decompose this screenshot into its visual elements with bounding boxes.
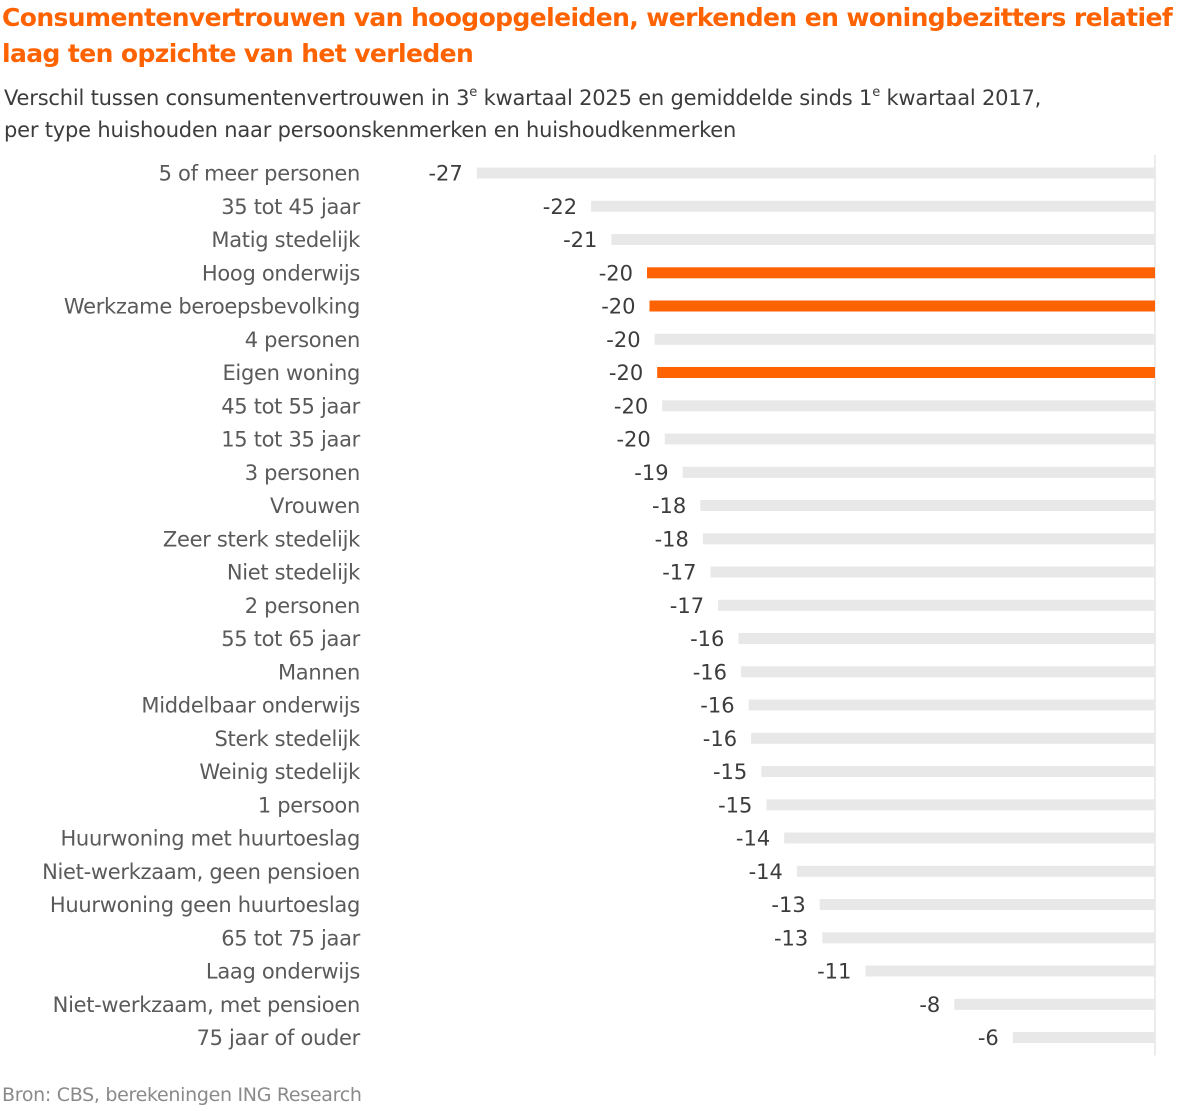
category-label-35-tot-45-jaar: 35 tot 45 jaar (221, 195, 360, 219)
bar-sterk-stedelijk (751, 732, 1155, 744)
category-label-eigen-woning: Eigen woning (222, 361, 360, 385)
bar-vrouwen (700, 500, 1155, 511)
source-note: Bron: CBS, berekeningen ING Research (2, 1084, 362, 1106)
value-label-15-tot-35-jaar: -20 (616, 428, 650, 452)
category-label-5-of-meer-personen: 5 of meer personen (159, 162, 360, 186)
value-label-1-persoon: -15 (718, 793, 752, 817)
category-label-55-tot-65-jaar: 55 tot 65 jaar (221, 627, 360, 651)
value-labels: -27-22-21-20-20-20-20-20-20-19-18-18-17-… (428, 162, 998, 1051)
value-label-niet-stedelijk: -17 (662, 561, 696, 585)
bar-45-tot-55-jaar (662, 400, 1155, 412)
bars-layer (476, 167, 1155, 1043)
bar-2-personen (718, 599, 1155, 611)
category-label-15-tot-35-jaar: 15 tot 35 jaar (221, 428, 360, 452)
subtitle-text-2: kwartaal 2025 en gemiddelde sinds 1 (477, 86, 873, 110)
bar-niet-stedelijk (710, 566, 1155, 578)
bar-55-tot-65-jaar (738, 633, 1155, 644)
bar-matig-stedelijk (611, 234, 1155, 245)
bar-5-of-meer-personen (476, 167, 1155, 179)
value-label-hoog-onderwijs: -20 (599, 261, 633, 285)
category-label-mannen: Mannen (278, 660, 360, 684)
bar-3-personen (682, 466, 1155, 478)
bar-huurwoning-met-huurtoeslag (784, 832, 1155, 844)
value-label-huurwoning-geen-huurtoeslag: -13 (771, 893, 805, 917)
category-label-1-persoon: 1 persoon (258, 793, 360, 817)
bar-weinig-stedelijk (761, 766, 1155, 777)
value-label-55-tot-65-jaar: -16 (690, 627, 724, 651)
value-label-sterk-stedelijk: -16 (703, 727, 737, 751)
bar-laag-onderwijs (865, 965, 1155, 977)
category-label-4-personen: 4 personen (245, 328, 360, 352)
category-label-huurwoning-geen-huurtoeslag: Huurwoning geen huurtoeslag (50, 893, 360, 917)
category-label-huurwoning-met-huurtoeslag: Huurwoning met huurtoeslag (60, 827, 360, 851)
value-label-middelbaar-onderwijs: -16 (700, 694, 734, 718)
bar-15-tot-35-jaar (664, 433, 1155, 445)
value-label-eigen-woning: -20 (609, 361, 643, 385)
bar-hoog-onderwijs (647, 267, 1155, 279)
bar-mannen (741, 666, 1155, 678)
category-label-niet-stedelijk: Niet stedelijk (227, 561, 361, 585)
bar-niet-werkzaam-met-pensioen (954, 998, 1155, 1010)
category-label-sterk-stedelijk: Sterk stedelijk (215, 727, 362, 751)
category-label-3-personen: 3 personen (245, 461, 360, 485)
category-label-niet-werkzaam-geen-pensioen: Niet-werkzaam, geen pensioen (42, 860, 360, 884)
category-label-65-tot-75-jaar: 65 tot 75 jaar (221, 926, 360, 950)
value-label-75-jaar-of-ouder: -6 (978, 1026, 999, 1050)
bar-middelbaar-onderwijs (748, 699, 1155, 711)
bar-1-persoon (766, 799, 1155, 811)
category-label-niet-werkzaam-met-pensioen: Niet-werkzaam, met pensioen (53, 993, 360, 1017)
category-label-laag-onderwijs: Laag onderwijs (206, 960, 360, 984)
bar-eigen-woning (657, 367, 1155, 378)
value-label-5-of-meer-personen: -27 (428, 162, 462, 186)
bar-huurwoning-geen-huurtoeslag (819, 899, 1155, 910)
value-label-vrouwen: -18 (652, 494, 686, 518)
subtitle-superscript-1: e (469, 85, 478, 100)
subtitle-text-3: kwartaal 2017, (880, 86, 1042, 110)
category-label-weinig-stedelijk: Weinig stedelijk (199, 760, 361, 784)
subtitle-line-2: per type huishouden naar persoonskenmerk… (4, 118, 737, 142)
bar-65-tot-75-jaar (822, 932, 1155, 944)
value-label-laag-onderwijs: -11 (817, 960, 851, 984)
value-label-35-tot-45-jaar: -22 (543, 195, 577, 219)
bar-zeer-sterk-stedelijk (702, 533, 1155, 545)
category-label-werkzame-beroepsbevolking: Werkzame beroepsbevolking (64, 295, 360, 319)
value-label-huurwoning-met-huurtoeslag: -14 (736, 827, 770, 851)
value-label-65-tot-75-jaar: -13 (774, 926, 808, 950)
bar-4-personen (654, 333, 1155, 345)
chart-subtitle: Verschil tussen consumentenvertrouwen in… (4, 82, 1194, 146)
chart-title: Consumentenvertrouwen van hoogopgeleiden… (2, 3, 1173, 68)
category-label-middelbaar-onderwijs: Middelbaar onderwijs (141, 694, 360, 718)
category-label-75-jaar-of-ouder: 75 jaar of ouder (197, 1026, 361, 1050)
value-label-mannen: -16 (693, 660, 727, 684)
category-label-hoog-onderwijs: Hoog onderwijs (202, 261, 360, 285)
category-labels: 5 of meer personen 35 tot 45 jaar Matig st… (42, 162, 361, 1051)
category-label-2-personen: 2 personen (245, 594, 360, 618)
bar-35-tot-45-jaar (591, 200, 1155, 212)
category-label-vrouwen: Vrouwen (270, 494, 360, 518)
value-label-niet-werkzaam-met-pensioen: -8 (919, 993, 940, 1017)
bar-werkzame-beroepsbevolking (649, 300, 1155, 312)
subtitle-superscript-2: e (872, 85, 880, 100)
value-label-matig-stedelijk: -21 (563, 228, 597, 252)
value-label-zeer-sterk-stedelijk: -18 (655, 527, 689, 551)
subtitle-text-1: Verschil tussen consumentenvertrouwen in… (4, 86, 470, 110)
category-label-zeer-sterk-stedelijk: Zeer sterk stedelijk (163, 527, 361, 551)
value-label-weinig-stedelijk: -15 (713, 760, 747, 784)
category-label-45-tot-55-jaar: 45 tot 55 jaar (221, 394, 360, 418)
value-label-4-personen: -20 (606, 328, 640, 352)
value-label-2-personen: -17 (670, 594, 704, 618)
bar-75-jaar-of-ouder (1012, 1032, 1155, 1043)
value-label-45-tot-55-jaar: -20 (614, 394, 648, 418)
value-label-3-personen: -19 (634, 461, 668, 485)
category-label-matig-stedelijk: Matig stedelijk (211, 228, 361, 252)
value-label-werkzame-beroepsbevolking: -20 (601, 295, 635, 319)
bar-niet-werkzaam-geen-pensioen (796, 865, 1155, 877)
value-label-niet-werkzaam-geen-pensioen: -14 (749, 860, 783, 884)
